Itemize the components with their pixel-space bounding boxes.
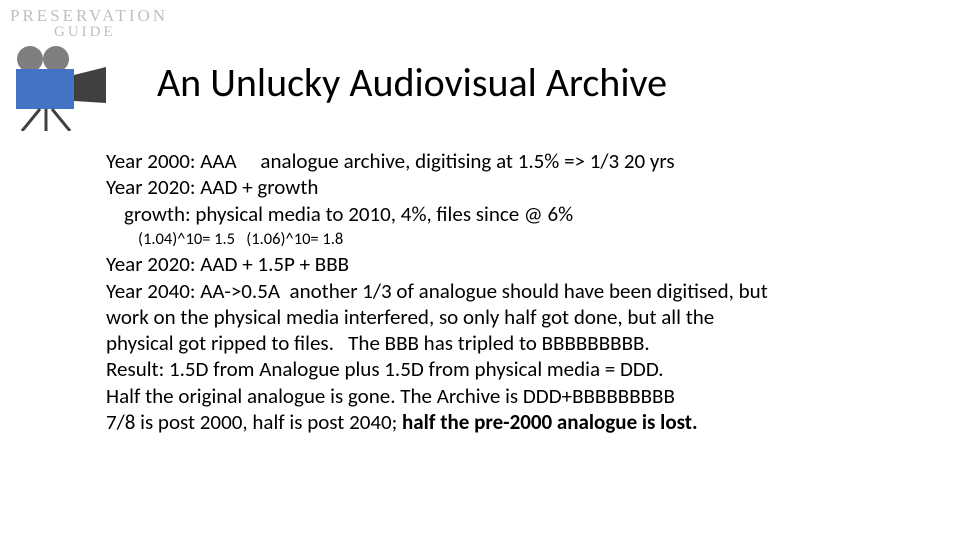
text-line: Result: 1.5D from Analogue plus 1.5D fro… bbox=[106, 356, 900, 382]
camera-icon bbox=[10, 45, 120, 125]
text-line: Year 2040: AA->0.5A another 1/3 of analo… bbox=[106, 278, 900, 304]
text-line: growth: physical media to 2010, 4%, file… bbox=[106, 201, 900, 227]
body-text: Year 2000: AAA analogue archive, digitis… bbox=[106, 148, 900, 435]
text-line: 7/8 is post 2000, half is post 2040; hal… bbox=[106, 409, 900, 435]
text-span: 7/8 is post 2000, half is post 2040; bbox=[106, 409, 402, 435]
logo: Preservation Guide bbox=[10, 6, 150, 125]
logo-text-top: Preservation bbox=[10, 6, 150, 26]
logo-text-bottom: Guide bbox=[54, 24, 150, 41]
text-line: Year 2000: AAA analogue archive, digitis… bbox=[106, 148, 900, 174]
text-line: physical got ripped to files. The BBB ha… bbox=[106, 330, 900, 356]
text-line: Year 2020: AAD + growth bbox=[106, 174, 900, 200]
slide-title: An Unlucky Audiovisual Archive bbox=[157, 58, 667, 107]
text-bold: half the pre-2000 analogue is lost. bbox=[402, 409, 698, 435]
text-line: work on the physical media interfered, s… bbox=[106, 304, 900, 330]
text-calc: (1.04)^10= 1.5 (1.06)^10= 1.8 bbox=[106, 229, 900, 250]
text-line: Year 2020: AAD + 1.5P + BBB bbox=[106, 251, 900, 277]
text-line: Half the original analogue is gone. The … bbox=[106, 383, 900, 409]
slide: { "logo": { "brand_top": "Preservation",… bbox=[0, 0, 960, 540]
